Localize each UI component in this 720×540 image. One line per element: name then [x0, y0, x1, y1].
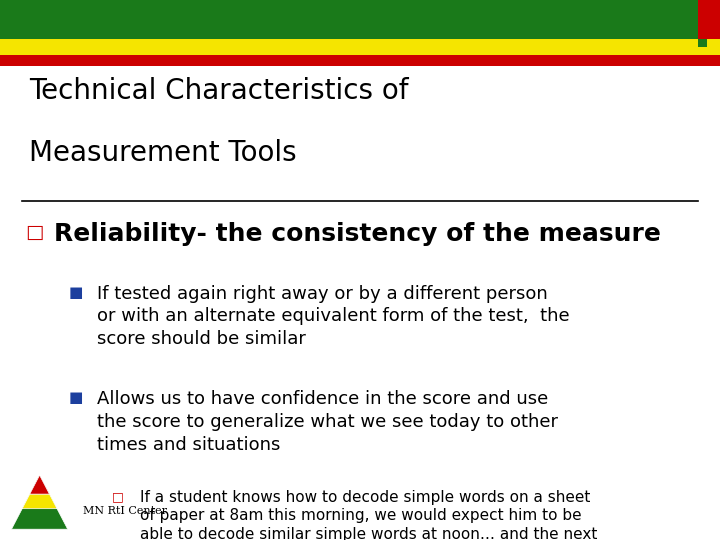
Bar: [0, 55, 720, 66]
Bar: [0, 0, 698, 39]
Bar: [698, 0, 720, 39]
Bar: [698, 47, 707, 55]
Bar: [0, 39, 720, 55]
Polygon shape: [22, 494, 57, 509]
Bar: [698, 39, 707, 47]
Text: Reliability- the consistency of the measure: Reliability- the consistency of the meas…: [54, 222, 661, 246]
Text: □: □: [25, 222, 44, 241]
Text: Technical Characteristics of: Technical Characteristics of: [29, 77, 408, 105]
Text: MN RtI Center: MN RtI Center: [83, 505, 167, 516]
Text: Allows us to have confidence in the score and use
the score to generalize what w: Allows us to have confidence in the scor…: [97, 390, 558, 454]
Text: □: □: [112, 490, 123, 503]
Text: If tested again right away or by a different person
or with an alternate equival: If tested again right away or by a diffe…: [97, 285, 570, 348]
Text: Measurement Tools: Measurement Tools: [29, 139, 297, 167]
Text: ■: ■: [68, 285, 83, 300]
Polygon shape: [30, 475, 50, 494]
Polygon shape: [12, 475, 68, 529]
Text: If a student knows how to decode simple words on a sheet
of paper at 8am this mo: If a student knows how to decode simple …: [140, 490, 598, 540]
Text: ■: ■: [68, 390, 83, 405]
